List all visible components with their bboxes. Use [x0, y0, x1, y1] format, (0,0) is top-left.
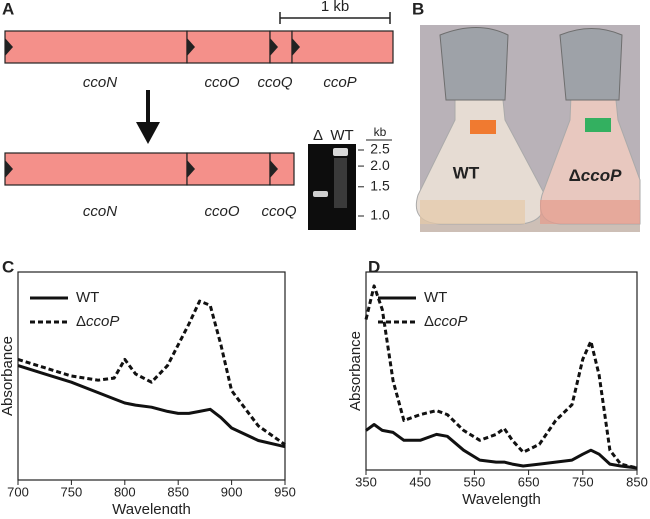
gel-smear [334, 158, 347, 208]
gel-band [313, 191, 328, 197]
gene-label: ccoO [204, 203, 239, 220]
x-tick-label: 750 [572, 474, 594, 489]
culture [540, 200, 640, 224]
legend-label: WT [424, 289, 447, 306]
photo-label: ΔccoP [569, 166, 623, 185]
promoters [5, 38, 300, 56]
panel-label: A [2, 0, 14, 18]
gel-tick-label: 1.5 [370, 177, 390, 193]
panel-label: B [412, 0, 424, 18]
legend-label: ΔccoP [76, 313, 119, 330]
x-tick-label: 350 [355, 474, 377, 489]
gene-map-top [4, 30, 394, 64]
promoters [5, 160, 278, 178]
gene-label: ccoP [323, 74, 356, 91]
series-line [365, 423, 638, 470]
plot-frame [17, 271, 286, 481]
gel-unit: kb [374, 125, 387, 139]
series-line [17, 364, 286, 449]
x-tick-label: 700 [7, 484, 29, 499]
foil [559, 28, 623, 101]
gene-label: ccoQ [261, 203, 296, 220]
tag [585, 118, 611, 132]
x-tick-label: 450 [409, 474, 431, 489]
plot-frame [365, 271, 638, 471]
tag [470, 120, 496, 134]
gel-tick-label: 1.0 [370, 207, 390, 223]
gene-map-bottom [4, 152, 295, 186]
arrow-head [136, 122, 160, 144]
gel-scale: 2.52.0 1.5 1.0 [358, 141, 390, 223]
gel [308, 144, 356, 230]
series-line [17, 299, 286, 446]
panel-label: C [2, 257, 14, 276]
gel-band [333, 148, 348, 156]
y-axis-label: Absorbance [0, 336, 16, 416]
x-tick-label: 950 [274, 484, 296, 499]
gel-tick-label: 2.0 [370, 157, 390, 173]
x-axis-label: Wavelength [462, 491, 541, 508]
gel-lane-label: WT [330, 127, 353, 144]
x-tick-label: 800 [114, 484, 136, 499]
panel-label: D [368, 257, 380, 276]
x-tick-label: 850 [626, 474, 648, 489]
photo-label: WT [453, 163, 480, 182]
culture [420, 200, 525, 224]
x-tick-label: 550 [464, 474, 486, 489]
gene-label: ccoN [83, 74, 117, 91]
x-axis-label: Wavelength [112, 501, 191, 514]
legend-label: WT [76, 289, 99, 306]
gene-label: ccoQ [257, 74, 292, 91]
y-axis-label: Absorbance [347, 331, 364, 411]
gene-label: ccoO [204, 74, 239, 91]
series-line [364, 284, 638, 470]
legend-label: ΔccoP [424, 313, 467, 330]
x-tick-label: 650 [518, 474, 540, 489]
gel-lane-label: Δ [313, 127, 323, 144]
gene-label: ccoN [83, 203, 117, 220]
scale-label: 1 kb [321, 0, 349, 15]
gel-tick-label: 2.5 [370, 141, 390, 157]
x-tick-label: 850 [167, 484, 189, 499]
x-tick-label: 900 [221, 484, 243, 499]
foil [439, 27, 509, 101]
x-tick-label: 750 [61, 484, 83, 499]
